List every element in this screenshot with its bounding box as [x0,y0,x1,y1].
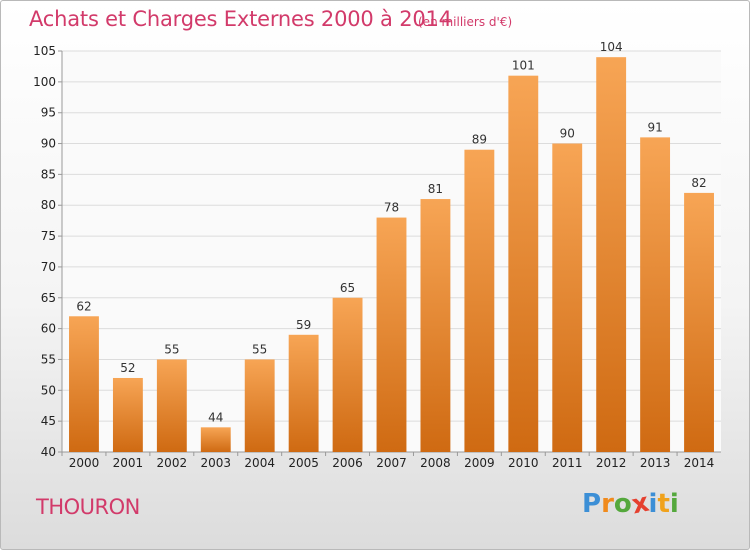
x-tick-label: 2006 [332,456,363,470]
y-tick-label: 50 [41,383,56,397]
bar [596,57,627,453]
chart-subtitle: (en milliers d'€) [418,15,513,29]
bar [244,359,275,452]
brand-letter: r [601,489,614,519]
x-tick-label: 2001 [113,456,144,470]
y-tick-label: 90 [41,137,56,151]
bar-value-label: 91 [647,120,662,134]
y-tick-label: 105 [33,44,56,58]
bars: 62 52 55 44 55 59 65 78 81 89 101 90 104 91 82 [69,40,714,453]
y-tick-label: 55 [41,352,56,366]
y-tick-label: 80 [41,198,56,212]
bar-value-label: 55 [252,342,267,356]
x-tick-label: 2005 [288,456,319,470]
brand-letter: P [582,489,602,519]
bar [376,217,407,452]
y-tick-label: 95 [41,106,56,120]
bar [112,377,143,452]
bar [288,334,319,452]
bar-value-label: 89 [472,133,487,147]
bar [552,143,583,453]
x-tick-label: 2010 [508,456,539,470]
x-tick-label: 2002 [157,456,188,470]
brand-letter: o [613,489,632,519]
chart-title: Achats et Charges Externes 2000 à 2014 [29,7,452,31]
bar-value-label: 104 [600,40,623,54]
brand-letter: i [648,489,658,519]
bar [684,192,714,452]
x-tick-label: 2003 [200,456,231,470]
bar-value-label: 65 [340,281,355,295]
y-tick-label: 40 [41,445,56,459]
bar-value-label: 52 [120,361,135,375]
bar-value-label: 90 [560,127,575,141]
y-tick-label: 45 [41,414,56,428]
y-tick-label: 75 [41,229,56,243]
x-tick-label: 2000 [69,456,100,470]
x-tick-label: 2012 [596,456,627,470]
place-name: THOURON [36,495,140,519]
bar-value-label: 44 [208,410,223,424]
brand-letter: t [657,489,670,519]
bar [464,149,495,452]
x-tick-label: 2011 [552,456,583,470]
bar [508,75,539,452]
proxiti-logo: Proxiti [582,488,679,521]
bar-value-label: 101 [512,59,535,73]
bar-value-label: 82 [691,176,706,190]
y-tick-label: 70 [41,260,56,274]
y-tick-label: 60 [41,322,56,336]
x-tick-label: 2008 [420,456,451,470]
y-tick-label: 65 [41,291,56,305]
bar-value-label: 62 [76,299,91,313]
y-tick-label: 85 [41,167,56,181]
bar [200,427,231,452]
bar-value-label: 59 [296,318,311,332]
brand-letter: i [669,489,679,519]
x-tick-label: 2004 [244,456,275,470]
bar-value-label: 81 [428,182,443,196]
bar-value-label: 55 [164,342,179,356]
bar [69,316,99,452]
x-tick-label: 2009 [464,456,495,470]
x-tick-label: 2007 [376,456,407,470]
x-tick-label: 2014 [684,456,715,470]
bar [420,199,451,452]
x-axis-ticks: 2000 2001 2002 2003 2004 2005 2006 2007 2008 2009… [61,452,715,470]
bar [640,137,671,452]
x-tick-label: 2013 [640,456,671,470]
bar [332,297,363,452]
bar-value-label: 78 [384,201,399,215]
bar [156,359,187,452]
y-tick-label: 100 [33,75,56,89]
